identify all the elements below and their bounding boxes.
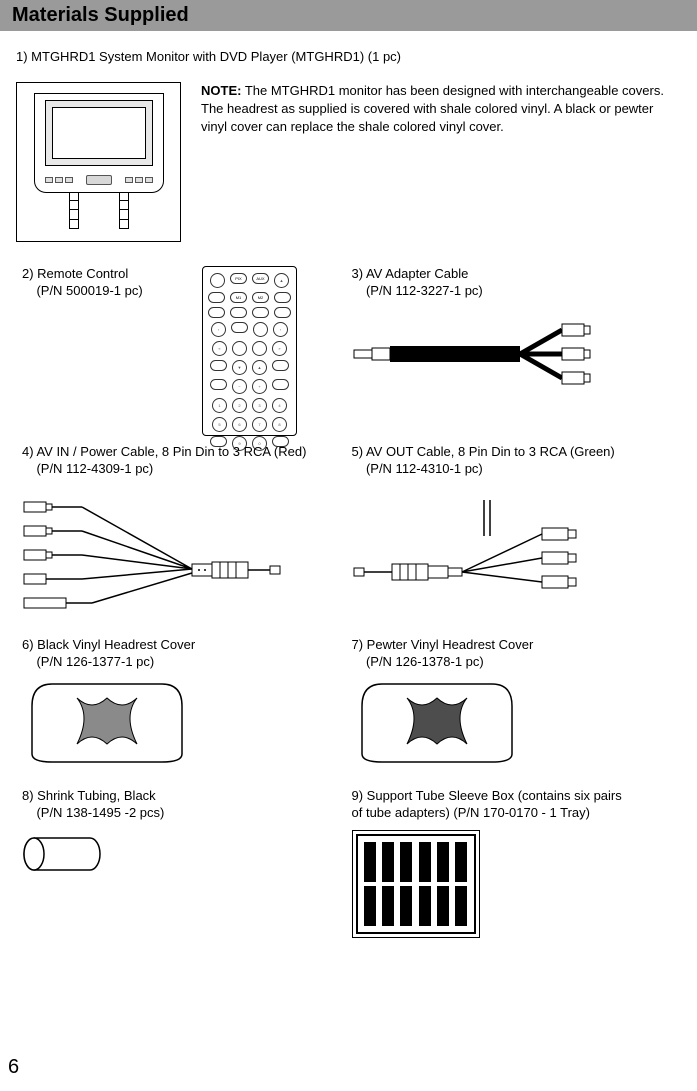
item5-pn: (P/N 112-4310-1 pc) bbox=[352, 461, 682, 478]
item6-title: 6) Black Vinyl Headrest Cover bbox=[22, 637, 352, 654]
note-body: The MTGHRD1 monitor has been designed wi… bbox=[201, 83, 664, 134]
item1-figure bbox=[16, 82, 181, 242]
item9-pn: of tube adapters) (P/N 170-0170 - 1 Tray… bbox=[352, 805, 682, 822]
item5-title: 5) AV OUT Cable, 8 Pin Din to 3 RCA (Gre… bbox=[352, 444, 682, 461]
item1-label: 1) MTGHRD1 System Monitor with DVD Playe… bbox=[16, 49, 681, 66]
content-area: 1) MTGHRD1 System Monitor with DVD Playe… bbox=[0, 31, 697, 938]
item2-pn: (P/N 500019-1 pc) bbox=[22, 283, 172, 300]
page-number: 6 bbox=[8, 1056, 19, 1079]
item6-pn: (P/N 126-1377-1 pc) bbox=[22, 654, 352, 671]
section-title: Materials Supplied bbox=[12, 4, 685, 27]
item1-note: NOTE: The MTGHRD1 monitor has been desig… bbox=[201, 82, 681, 242]
item3-pn: (P/N 112-3227-1 pc) bbox=[352, 283, 682, 300]
item3-figure bbox=[352, 318, 682, 393]
item5-figure bbox=[352, 496, 682, 601]
item4-title: 4) AV IN / Power Cable, 8 Pin Din to 3 R… bbox=[22, 444, 352, 461]
item6-figure bbox=[22, 676, 192, 766]
item7-figure bbox=[352, 676, 522, 766]
item4-figure bbox=[22, 496, 352, 621]
item3-title: 3) AV Adapter Cable bbox=[352, 266, 682, 283]
section-header: Materials Supplied bbox=[0, 0, 697, 31]
item2-title: 2) Remote Control bbox=[22, 266, 172, 283]
note-prefix: NOTE: bbox=[201, 83, 241, 98]
item8-title: 8) Shrink Tubing, Black bbox=[22, 788, 352, 805]
item7-title: 7) Pewter Vinyl Headrest Cover bbox=[352, 637, 682, 654]
item9-title: 9) Support Tube Sleeve Box (contains six… bbox=[352, 788, 682, 805]
item8-pn: (P/N 138-1495 -2 pcs) bbox=[22, 805, 352, 822]
item9-figure bbox=[352, 830, 682, 938]
item4-pn: (P/N 112-4309-1 pc) bbox=[22, 461, 352, 478]
item7-pn: (P/N 126-1378-1 pc) bbox=[352, 654, 682, 671]
item8-figure bbox=[22, 834, 352, 879]
remote-figure: PIXAUX▲ M1M2 ‹› «» ▼▲ −+ 1234 5678 90 bbox=[202, 266, 297, 436]
